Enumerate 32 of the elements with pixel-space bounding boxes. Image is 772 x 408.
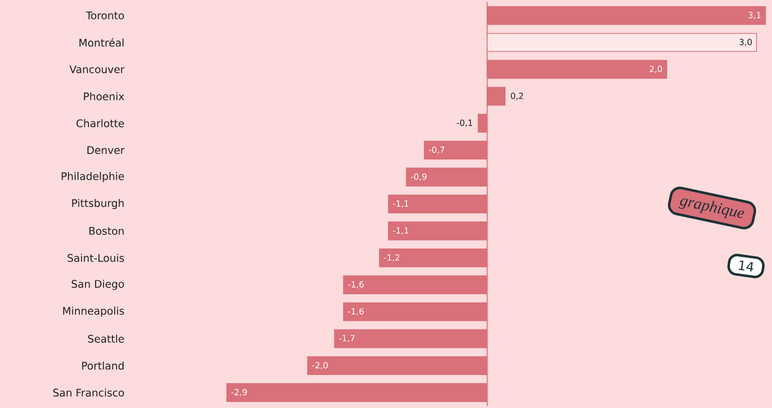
data-label: -0,9 bbox=[410, 173, 426, 181]
data-label: -1,7 bbox=[339, 335, 355, 342]
annotation: graphique bbox=[678, 198, 744, 218]
y-tick-label: Philadelphie bbox=[62, 172, 124, 182]
data-label: -2,0 bbox=[312, 362, 328, 370]
data-label: -1,6 bbox=[348, 281, 364, 288]
data-label: -0,1 bbox=[456, 120, 472, 127]
data-label: 3,1 bbox=[748, 12, 761, 20]
y-tick-label: Phoenix bbox=[84, 92, 124, 100]
data-label: -2,9 bbox=[231, 388, 247, 396]
y-tick-label: Seattle bbox=[88, 334, 124, 343]
y-tick-label: San Francisco bbox=[53, 388, 124, 397]
data-label: -1,1 bbox=[393, 200, 408, 208]
data-label: 2,0 bbox=[650, 66, 662, 73]
y-tick-label: San Diego bbox=[72, 280, 124, 290]
y-tick-label: Montréal bbox=[80, 38, 124, 47]
data-label: -1,1 bbox=[393, 227, 408, 235]
y-tick-label: Pittsburgh bbox=[72, 198, 124, 210]
y-tick-label: Boston bbox=[89, 227, 124, 235]
data-label: -0,7 bbox=[428, 146, 444, 154]
data-label: 3,0 bbox=[740, 38, 752, 46]
y-tick-label: Denver bbox=[87, 146, 124, 154]
y-tick-label: Toronto bbox=[86, 12, 124, 20]
y-tick-label: Portland bbox=[82, 362, 124, 370]
annotation: 14 bbox=[738, 260, 754, 272]
y-tick-label: Saint-Louis bbox=[68, 254, 124, 262]
y-tick-label: Charlotte bbox=[76, 119, 124, 128]
y-tick-label: Vancouver bbox=[69, 65, 124, 74]
y-tick-label: Minneapolis bbox=[63, 306, 124, 317]
data-label: 0,2 bbox=[510, 92, 523, 100]
data-label: -1,2 bbox=[384, 254, 400, 262]
data-label: -1,6 bbox=[348, 308, 364, 316]
